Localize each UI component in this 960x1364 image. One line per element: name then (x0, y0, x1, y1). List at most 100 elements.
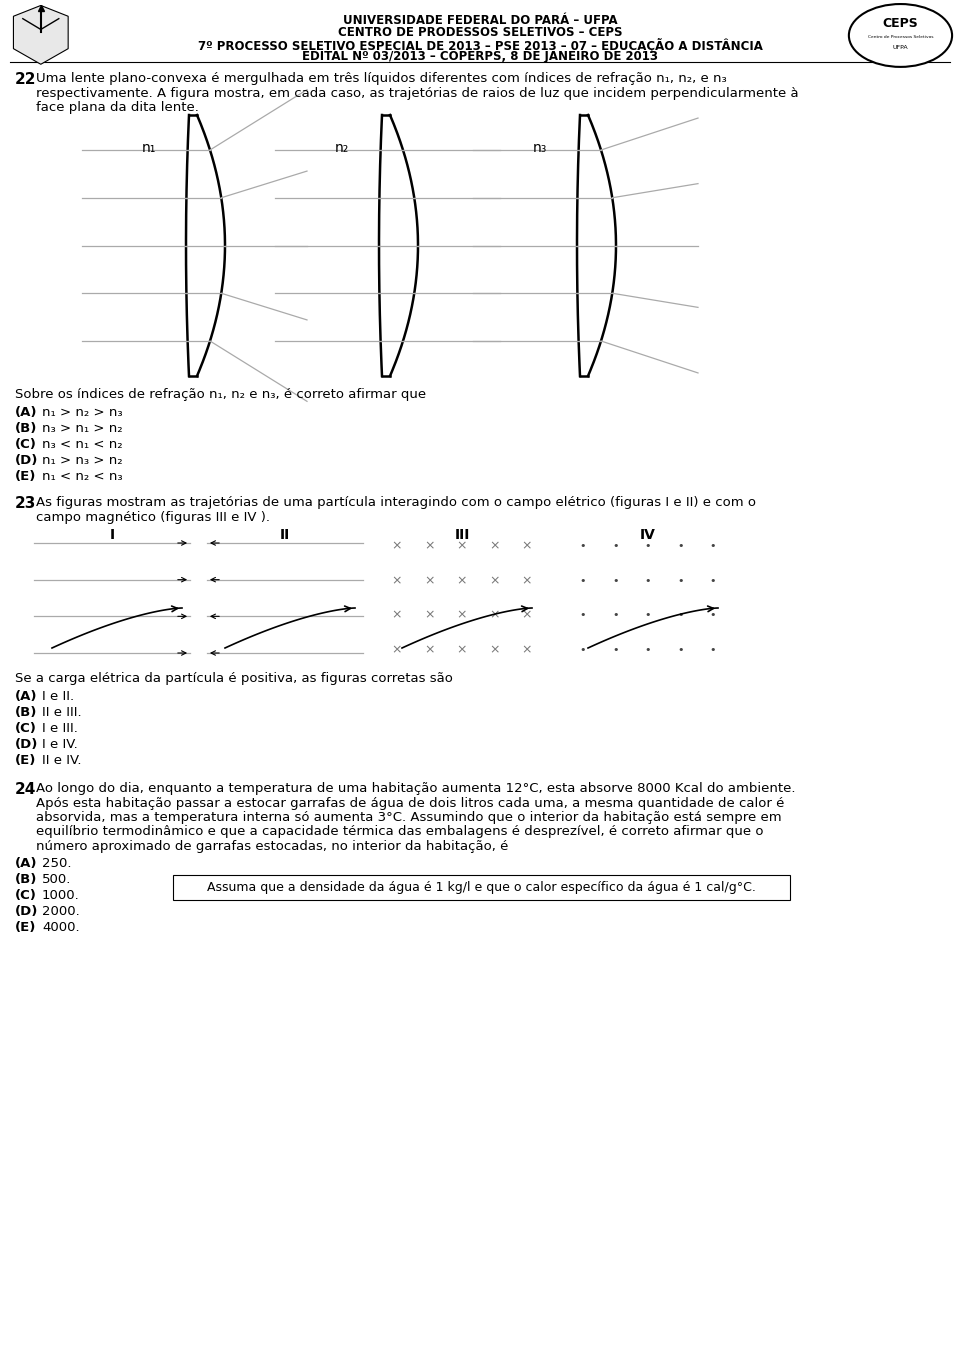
Text: absorvida, mas a temperatura interna só aumenta 3°C. Assumindo que o interior da: absorvida, mas a temperatura interna só … (36, 812, 781, 824)
Text: I e III.: I e III. (42, 722, 78, 735)
Text: (B): (B) (15, 873, 37, 887)
Bar (173, 874, 790, 900)
Text: n₃ < n₁ < n₂: n₃ < n₁ < n₂ (42, 438, 123, 451)
Text: (C): (C) (15, 889, 36, 902)
Text: (A): (A) (15, 406, 37, 419)
Text: •: • (645, 542, 651, 551)
Text: •: • (645, 610, 651, 621)
Text: ×: × (424, 608, 435, 622)
Text: (C): (C) (15, 722, 36, 735)
Text: (A): (A) (15, 857, 37, 870)
Text: n₁ > n₃ > n₂: n₁ > n₃ > n₂ (42, 454, 123, 466)
Text: II e III.: II e III. (42, 707, 82, 719)
Text: I e IV.: I e IV. (42, 738, 78, 752)
Text: Uma lente plano-convexa é mergulhada em três líquidos diferentes com índices de : Uma lente plano-convexa é mergulhada em … (36, 72, 727, 85)
Text: número aproximado de garrafas estocadas, no interior da habitação, é: número aproximado de garrafas estocadas,… (36, 840, 509, 852)
Text: face plana da dita lente.: face plana da dita lente. (36, 101, 199, 115)
Text: I: I (109, 528, 114, 542)
Text: Assuma que a densidade da água é 1 kg/l e que o calor específico da água é 1 cal: Assuma que a densidade da água é 1 kg/l … (207, 881, 756, 893)
Text: •: • (612, 576, 619, 585)
Text: ×: × (490, 574, 500, 587)
Text: (C): (C) (15, 438, 36, 451)
Text: 22: 22 (15, 72, 36, 87)
Text: 2000.: 2000. (42, 904, 80, 918)
Text: I e II.: I e II. (42, 690, 74, 702)
Text: •: • (645, 645, 651, 655)
Text: (E): (E) (15, 471, 36, 483)
Text: (E): (E) (15, 921, 36, 934)
Text: ×: × (457, 608, 468, 622)
Text: •: • (709, 610, 716, 621)
Text: ×: × (521, 608, 532, 622)
Text: •: • (580, 610, 587, 621)
Text: II: II (280, 528, 290, 542)
Text: II e IV.: II e IV. (42, 754, 82, 767)
Text: •: • (709, 542, 716, 551)
Text: 23: 23 (15, 496, 36, 512)
Text: ×: × (490, 540, 500, 552)
Text: •: • (580, 542, 587, 551)
Text: (B): (B) (15, 421, 37, 435)
Text: ×: × (424, 644, 435, 656)
Text: 250.: 250. (42, 857, 71, 870)
Text: ×: × (424, 574, 435, 587)
Text: n₁ > n₂ > n₃: n₁ > n₂ > n₃ (42, 406, 123, 419)
Text: •: • (580, 576, 587, 585)
Polygon shape (13, 5, 68, 64)
Text: IV: IV (640, 528, 656, 542)
Text: •: • (709, 576, 716, 585)
Text: ×: × (392, 540, 402, 552)
Text: •: • (677, 576, 684, 585)
Text: n₁ < n₂ < n₃: n₁ < n₂ < n₃ (42, 471, 123, 483)
Text: (D): (D) (15, 738, 38, 752)
Text: n₃: n₃ (533, 140, 547, 155)
Text: CEPS: CEPS (882, 18, 919, 30)
Text: •: • (677, 610, 684, 621)
Text: •: • (612, 610, 619, 621)
Text: EDITAL Nº 03/2013 – COPERPS, 8 DE JANEIRO DE 2013: EDITAL Nº 03/2013 – COPERPS, 8 DE JANEIR… (302, 50, 658, 63)
Text: •: • (645, 576, 651, 585)
Text: Se a carga elétrica da partícula é positiva, as figuras corretas são: Se a carga elétrica da partícula é posit… (15, 672, 453, 685)
Text: (D): (D) (15, 454, 38, 466)
Text: ×: × (392, 644, 402, 656)
Text: ×: × (490, 644, 500, 656)
Text: (D): (D) (15, 904, 38, 918)
Text: •: • (612, 542, 619, 551)
Text: As figuras mostram as trajetórias de uma partícula interagindo com o campo elétr: As figuras mostram as trajetórias de uma… (36, 496, 756, 509)
Text: n₃ > n₁ > n₂: n₃ > n₁ > n₂ (42, 421, 123, 435)
Text: CENTRO DE PRODESSOS SELETIVOS – CEPS: CENTRO DE PRODESSOS SELETIVOS – CEPS (338, 26, 622, 40)
Text: (E): (E) (15, 754, 36, 767)
Text: UFPA: UFPA (893, 45, 908, 49)
Text: ×: × (457, 644, 468, 656)
Text: ×: × (490, 608, 500, 622)
Text: ×: × (521, 540, 532, 552)
Text: 7º PROCESSO SELETIVO ESPECIAL DE 2013 – PSE 2013 – 07 – EDUCAÇÃO A DISTÂNCIA: 7º PROCESSO SELETIVO ESPECIAL DE 2013 – … (198, 38, 762, 53)
Text: n₁: n₁ (142, 140, 156, 155)
Text: campo magnético (figuras III e IV ).: campo magnético (figuras III e IV ). (36, 510, 270, 524)
Text: ×: × (521, 574, 532, 587)
Text: equilíbrio termodinâmico e que a capacidade térmica das embalagens é desprezível: equilíbrio termodinâmico e que a capacid… (36, 825, 763, 839)
Text: UNIVERSIDADE FEDERAL DO PARÁ – UFPA: UNIVERSIDADE FEDERAL DO PARÁ – UFPA (343, 14, 617, 27)
Text: ×: × (392, 608, 402, 622)
Text: •: • (580, 645, 587, 655)
Text: III: III (454, 528, 469, 542)
Text: 24: 24 (15, 782, 36, 797)
Text: •: • (677, 645, 684, 655)
Text: (A): (A) (15, 690, 37, 702)
Text: Após esta habitação passar a estocar garrafas de água de dois litros cada uma, a: Após esta habitação passar a estocar gar… (36, 797, 784, 809)
Circle shape (849, 4, 952, 67)
Text: Ao longo do dia, enquanto a temperatura de uma habitação aumenta 12°C, esta abso: Ao longo do dia, enquanto a temperatura … (36, 782, 796, 795)
Text: •: • (709, 645, 716, 655)
Text: ×: × (392, 574, 402, 587)
Text: respectivamente. A figura mostra, em cada caso, as trajetórias de raios de luz q: respectivamente. A figura mostra, em cad… (36, 86, 799, 100)
Text: (B): (B) (15, 707, 37, 719)
Text: 500.: 500. (42, 873, 71, 887)
Text: •: • (612, 645, 619, 655)
Text: •: • (677, 542, 684, 551)
Text: 4000.: 4000. (42, 921, 80, 934)
Text: 1000.: 1000. (42, 889, 80, 902)
Text: ×: × (457, 574, 468, 587)
Text: ×: × (424, 540, 435, 552)
Text: n₂: n₂ (335, 140, 349, 155)
Text: Sobre os índices de refração n₁, n₂ e n₃, é correto afirmar que: Sobre os índices de refração n₁, n₂ e n₃… (15, 387, 426, 401)
